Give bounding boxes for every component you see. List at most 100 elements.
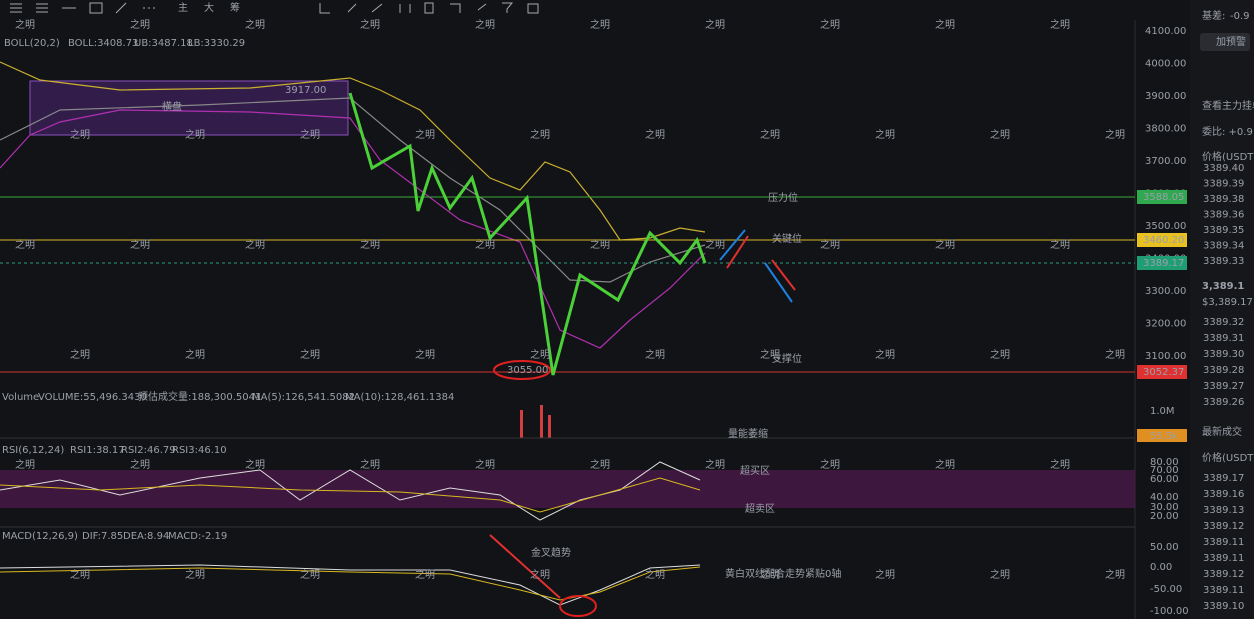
volume-tag	[1137, 429, 1187, 442]
watermark: 之明	[820, 238, 840, 251]
price-axis-label: 3700.00	[1145, 156, 1186, 167]
ask-price: 3389.36	[1203, 210, 1244, 221]
watermark: 之明	[245, 238, 265, 251]
watermark: 之明	[415, 568, 435, 581]
bands	[0, 61, 706, 349]
depth-link[interactable]: 查看主力挂单	[1202, 99, 1254, 112]
watermark: 之明	[645, 128, 665, 141]
watermark: 之明	[935, 238, 955, 251]
low-circle	[493, 360, 551, 380]
watermark: 之明	[590, 18, 610, 31]
rsi-band	[0, 470, 1135, 508]
price-tag-label: 3460.20	[1143, 235, 1184, 246]
toolbar-button[interactable]: 筹	[230, 1, 240, 14]
panel-name: MACD(12,26,9)	[2, 531, 78, 542]
toolbar-button[interactable]: 大	[204, 1, 214, 14]
axis-label: 70.00	[1150, 465, 1179, 476]
trade-price: 3389.11	[1203, 553, 1244, 564]
annotation: 3055.00	[507, 365, 548, 376]
watermark: 之明	[705, 458, 725, 471]
axis-label: 30.00	[1150, 502, 1179, 513]
axis-label: 40.00	[1150, 492, 1179, 503]
annotation: 支撑位	[772, 352, 802, 365]
bid-price: 3389.32	[1203, 317, 1244, 328]
annotation: 超卖区	[745, 502, 775, 515]
watermark: 之明	[360, 458, 380, 471]
price-tag-label: 3389.17	[1143, 258, 1184, 269]
axis-label: 0.00	[1150, 562, 1172, 573]
watermark: 之明	[590, 458, 610, 471]
indicator-name: BOLL(20,2)	[4, 38, 60, 49]
column-header: 价格(USDT	[1202, 150, 1254, 163]
indicator-value: DEA:8.94	[123, 531, 169, 542]
axis-label: 50.00	[1150, 542, 1179, 553]
price-axis-label: 3100.00	[1145, 351, 1186, 362]
cross-arrow	[489, 534, 561, 599]
trade-price: 3389.12	[1203, 521, 1244, 532]
rsi-line	[0, 477, 701, 513]
watermark: 之明	[1050, 458, 1070, 471]
levels	[0, 196, 1135, 373]
price-tag	[1137, 365, 1187, 379]
watermark: 之明	[530, 348, 550, 361]
price-axis-label: 3500.00	[1145, 221, 1186, 232]
watermark: 之明	[475, 238, 495, 251]
watermark: 之明	[990, 568, 1010, 581]
watermark: 之明	[645, 568, 665, 581]
ask-price: 3389.35	[1203, 225, 1244, 236]
ask-price: 3389.39	[1203, 179, 1244, 190]
watermark: 之明	[15, 18, 35, 31]
ask-price: 3389.40	[1203, 163, 1244, 174]
axis-label: -100.00	[1150, 606, 1189, 617]
watermark: 之明	[300, 128, 320, 141]
panel-name: RSI(6,12,24)	[2, 445, 64, 456]
annotation: 3917.00	[285, 85, 326, 96]
ask-price: 3389.33	[1203, 256, 1244, 267]
toolbar-button[interactable]: 主	[178, 2, 188, 14]
trade-price: 3389.11	[1203, 585, 1244, 596]
ask-price: 3389.34	[1203, 241, 1244, 252]
last-price-usd: $3,389.17	[1202, 297, 1253, 308]
watermark: 之明	[875, 348, 895, 361]
column-header: 价格(USDT	[1202, 451, 1254, 464]
watermark: 之明	[760, 128, 780, 141]
indicator-value: VOLUME:55,496.3430	[38, 392, 147, 403]
annotation: 量能萎缩	[728, 427, 768, 440]
indicator-value: RSI1:38.17	[70, 445, 125, 456]
watermark: 之明	[645, 348, 665, 361]
watermark: 之明	[475, 458, 495, 471]
axis-label: 20.00	[1150, 511, 1179, 522]
price-axis-label: 3200.00	[1145, 319, 1186, 330]
watermark: 之明	[935, 458, 955, 471]
macd-line	[0, 566, 701, 601]
watermark: 之明	[15, 238, 35, 251]
watermark: 之明	[530, 568, 550, 581]
ratio: 委比: +0.9	[1202, 125, 1253, 138]
watermark: 之明	[705, 18, 725, 31]
axis-label: 1.0M	[1150, 406, 1175, 417]
axis-label: -50.00	[1150, 584, 1182, 595]
annotation: 超买区	[740, 464, 770, 477]
indicator-value: BOLL:3408.73	[68, 38, 138, 49]
bid-price: 3389.31	[1203, 333, 1244, 344]
toolbar-icons	[10, 2, 539, 14]
watermark: 之明	[935, 18, 955, 31]
alert-button	[1200, 33, 1250, 51]
watermark: 之明	[15, 458, 35, 471]
annotation: 黄白双线配合走势紧贴0轴	[725, 567, 841, 580]
alert-button-label[interactable]: 加预警	[1216, 35, 1246, 48]
indicator-value: 预估成交量:188,300.5041	[138, 390, 261, 403]
watermark: 之明	[70, 128, 90, 141]
indicator-value: MA(5):126,541.5082	[252, 392, 355, 403]
trade-price: 3389.12	[1203, 569, 1244, 580]
watermark: 之明	[1050, 238, 1070, 251]
watermark: 之明	[360, 18, 380, 31]
indicator-value: MACD:-2.19	[168, 531, 227, 542]
watermark: 之明	[475, 18, 495, 31]
watermark: 之明	[1105, 348, 1125, 361]
indicator-value: RSI3:46.10	[172, 445, 227, 456]
watermark: 之明	[300, 568, 320, 581]
watermark: 之明	[185, 128, 205, 141]
